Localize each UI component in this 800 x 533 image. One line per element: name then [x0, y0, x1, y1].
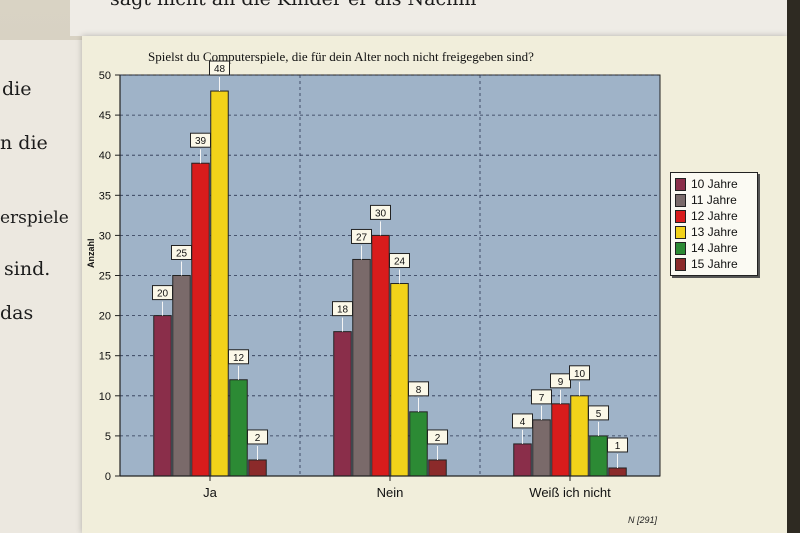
- handwritten-line-3: erspiele: [0, 208, 69, 228]
- data-label-2-1: 7: [539, 393, 545, 404]
- data-label-2-2: 9: [558, 377, 564, 388]
- legend-label-2: 12 Jahre: [691, 209, 738, 223]
- right-dark-edge: [787, 0, 800, 533]
- bar-2-2: [551, 403, 570, 477]
- handwritten-top-line: sagt nicht an die Kinder er als Nachm: [110, 0, 476, 10]
- x-tick-label-1: Nein: [377, 485, 404, 500]
- data-label-box-0-3: [209, 60, 230, 76]
- handwritten-line-5: das: [0, 302, 34, 324]
- bar-2-3: [570, 395, 589, 477]
- data-label-0-0: 20: [157, 289, 169, 300]
- y-tick-label-9: 45: [99, 110, 111, 122]
- bar-0-2: [191, 162, 210, 477]
- data-label-2-0: 4: [520, 417, 526, 428]
- y-tick-label-6: 30: [99, 230, 111, 242]
- data-label-1-1: 27: [356, 232, 368, 243]
- y-tick-label-2: 10: [99, 391, 111, 403]
- data-label-0-2: 39: [195, 136, 207, 147]
- bar-1-3: [390, 283, 409, 477]
- legend-label-4: 14 Jahre: [691, 241, 738, 255]
- bar-2-0: [513, 443, 532, 477]
- bar-0-5: [248, 459, 267, 477]
- top-paper-strip: sagt nicht an die Kinder er als Nachm: [70, 0, 790, 36]
- legend-item-2: 12 Jahre: [675, 208, 753, 224]
- data-label-2-5: 1: [615, 441, 621, 452]
- bar-1-2: [371, 234, 390, 477]
- y-tick-label-3: 15: [99, 351, 111, 363]
- bar-1-0: [333, 331, 352, 477]
- handwritten-line-4: sind.: [4, 258, 51, 280]
- data-label-box-1-2: [370, 204, 391, 220]
- legend-item-4: 14 Jahre: [675, 240, 753, 256]
- bar-1-4: [409, 411, 428, 477]
- bar-0-3: [210, 90, 229, 477]
- bar-2-5: [608, 467, 627, 477]
- data-label-box-2-5: [607, 437, 628, 453]
- bar-1-1: [352, 258, 371, 477]
- data-label-box-0-5: [247, 429, 268, 445]
- data-label-2-3: 10: [574, 369, 586, 380]
- data-label-0-4: 12: [233, 353, 245, 364]
- bar-0-4: [229, 379, 248, 477]
- bar-0-1: [172, 275, 191, 477]
- legend-swatch-1: [675, 193, 686, 207]
- legend-label-3: 13 Jahre: [691, 225, 738, 239]
- legend-label-0: 10 Jahre: [691, 177, 738, 191]
- legend-item-0: 10 Jahre: [675, 176, 753, 192]
- x-tick-label-2: Weiß ich nicht: [529, 485, 611, 500]
- data-label-box-1-4: [408, 381, 429, 397]
- data-label-0-1: 25: [176, 249, 188, 260]
- legend-swatch-0: [675, 177, 686, 191]
- y-tick-label-8: 40: [99, 150, 111, 162]
- data-label-0-3: 48: [214, 64, 226, 75]
- legend-item-3: 13 Jahre: [675, 224, 753, 240]
- chart-legend: 10 Jahre 11 Jahre 12 Jahre 13 Jahre 14 Jahre…: [670, 172, 758, 276]
- x-tick-label-0: Ja: [203, 485, 218, 500]
- sample-size-note: N [291]: [628, 515, 658, 525]
- handwritten-line-1: die: [2, 78, 32, 100]
- left-paper-note: die n die erspiele sind. das: [0, 40, 82, 533]
- data-label-box-0-4: [228, 349, 249, 365]
- y-tick-label-7: 35: [99, 190, 111, 202]
- bar-1-5: [428, 459, 447, 477]
- data-label-1-2: 30: [375, 208, 387, 219]
- legend-label-5: 15 Jahre: [691, 257, 738, 271]
- data-label-1-4: 8: [416, 385, 422, 396]
- chart-title: Spielst du Computerspiele, die für dein …: [148, 49, 534, 64]
- legend-item-5: 15 Jahre: [675, 256, 753, 272]
- legend-swatch-3: [675, 225, 686, 239]
- legend-item-1: 11 Jahre: [675, 192, 753, 208]
- y-tick-label-5: 25: [99, 271, 111, 283]
- legend-label-1: 11 Jahre: [691, 193, 737, 207]
- bar-2-4: [589, 435, 608, 477]
- data-label-2-4: 5: [596, 409, 602, 420]
- data-label-1-0: 18: [337, 305, 349, 316]
- data-label-box-2-4: [588, 405, 609, 421]
- legend-swatch-5: [675, 257, 686, 271]
- data-label-box-1-3: [389, 253, 410, 269]
- legend-swatch-2: [675, 209, 686, 223]
- data-label-box-2-3: [569, 365, 590, 381]
- bar-2-1: [532, 419, 551, 477]
- data-label-0-5: 2: [255, 433, 261, 444]
- y-tick-label-10: 50: [99, 70, 111, 82]
- data-label-1-3: 24: [394, 257, 406, 268]
- bar-0-0: [153, 315, 172, 477]
- data-label-box-1-5: [427, 429, 448, 445]
- legend-swatch-4: [675, 241, 686, 255]
- data-label-box-2-1: [531, 389, 552, 405]
- y-tick-label-1: 5: [105, 431, 111, 443]
- data-label-1-5: 2: [435, 433, 441, 444]
- y-tick-label-4: 20: [99, 311, 111, 323]
- data-label-box-2-2: [550, 373, 571, 389]
- y-tick-label-0: 0: [105, 471, 111, 483]
- handwritten-line-2: n die: [0, 132, 48, 154]
